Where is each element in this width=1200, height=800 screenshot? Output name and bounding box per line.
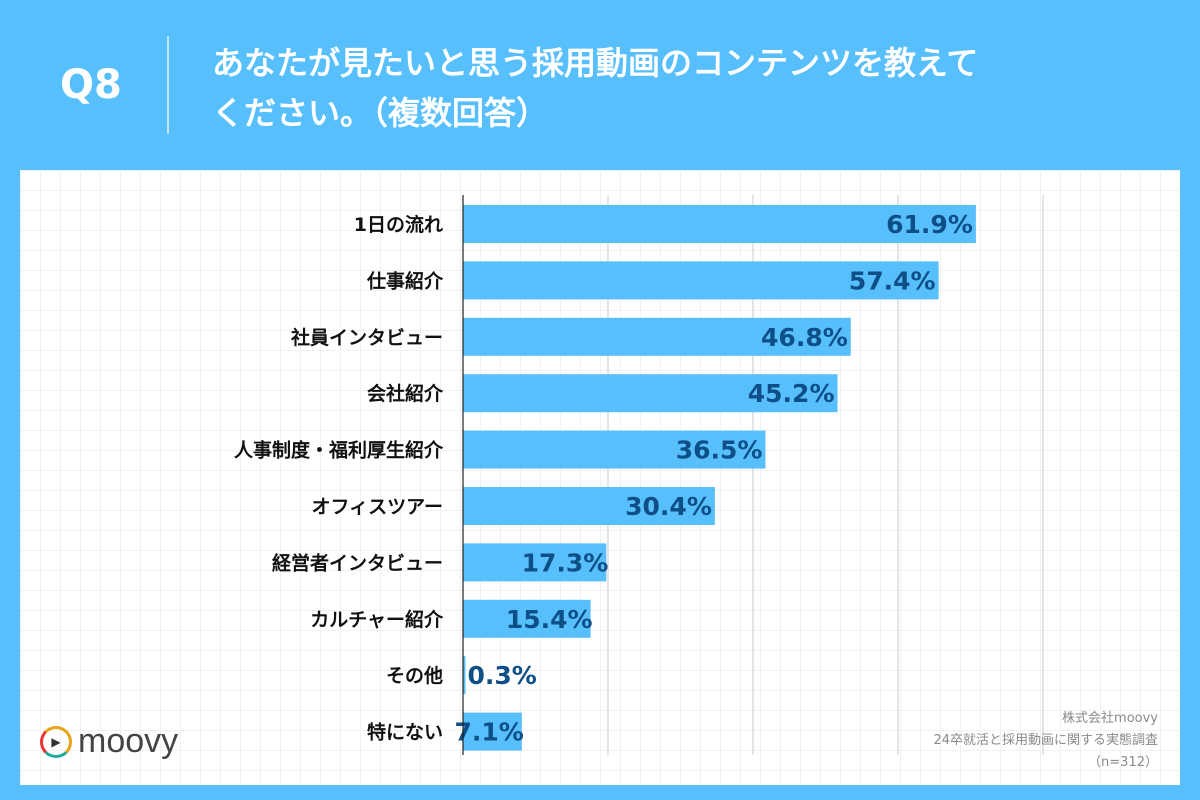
category-label: その他 [386, 664, 443, 687]
category-label: 1日の流れ [354, 213, 443, 236]
value-label: 17.3% [522, 548, 609, 577]
question-number: Q8 [60, 62, 122, 108]
bar [463, 543, 607, 582]
bar [463, 430, 766, 469]
value-label: 30.4% [625, 492, 712, 521]
moovy-logo: ▶ moovy [40, 722, 178, 761]
value-label: 46.8% [761, 323, 848, 352]
bar [463, 205, 976, 243]
source-survey: 24卒就活と採用動画に関する実態調査 [933, 733, 1158, 748]
category-label: 仕事紹介 [366, 269, 444, 292]
value-label: 7.1% [454, 718, 523, 747]
bar [463, 374, 838, 413]
sample-size: （n=312） [1088, 755, 1158, 770]
title-line-2: ください。（複数回答） [212, 94, 549, 132]
category-label: 人事制度・福利厚生紹介 [234, 439, 444, 462]
category-label: カルチャー紹介 [310, 608, 444, 631]
value-label: 36.5% [676, 436, 763, 465]
value-label: 57.4% [849, 266, 936, 295]
bar [463, 261, 939, 300]
page-title: あなたが見たいと思う採用動画のコンテンツを教えて ください。（複数回答） [212, 38, 1112, 138]
bar [463, 712, 522, 751]
title-line-1: あなたが見たいと思う採用動画のコンテンツを教えて [212, 44, 979, 82]
header-divider [167, 36, 169, 134]
category-label: 社員インタビュー [290, 326, 443, 349]
logo-text: moovy [78, 722, 179, 760]
source-note: 株式会社moovy 24卒就活と採用動画に関する実態調査 （n=312） [933, 708, 1158, 774]
bar [463, 599, 591, 638]
value-label: 0.3% [467, 661, 536, 690]
bar [463, 317, 851, 356]
value-label: 45.2% [748, 379, 835, 408]
bar [463, 487, 715, 525]
category-label: 会社紹介 [367, 382, 444, 405]
value-label: 61.9% [886, 210, 973, 239]
source-company: 株式会社moovy [1062, 711, 1158, 726]
category-label: オフィスツアー [312, 496, 443, 518]
play-icon: ▶ [40, 725, 72, 758]
bar [463, 656, 466, 695]
category-label: 経営者インタビュー [272, 551, 443, 574]
category-label: 特にない [367, 722, 443, 744]
value-label: 15.4% [506, 605, 593, 634]
